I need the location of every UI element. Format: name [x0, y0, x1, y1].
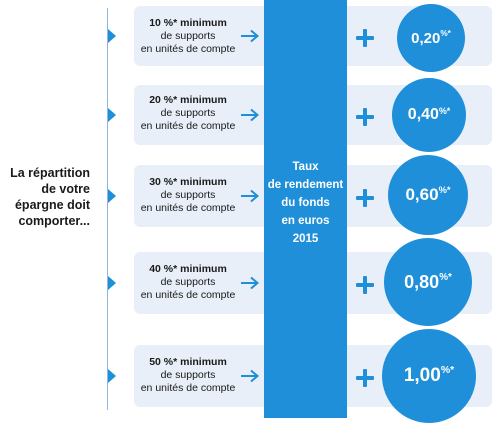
- fund-rate-line-2: de rendement: [267, 179, 344, 191]
- tier-requirement-2: 20 %* minimum de supports en unités de c…: [138, 94, 238, 133]
- plus-icon: [356, 29, 374, 47]
- bonus-suffix-4: %*: [439, 271, 452, 283]
- tier-requirement-5: 50 %* minimum de supports en unités de c…: [138, 356, 238, 395]
- bonus-circle-5: 1,00 %*: [382, 329, 476, 423]
- tier-line2-2: de supports: [160, 107, 216, 119]
- bonus-suffix-3: %*: [438, 185, 451, 196]
- bonus-circle-3: 0,60 %*: [388, 155, 468, 235]
- bonus-value-2: 0,40: [407, 106, 439, 123]
- bonus-value-4: 0,80: [404, 271, 440, 292]
- bonus-suffix-2: %*: [438, 105, 451, 116]
- plus-icon: [356, 276, 374, 294]
- intro-label: La répartition de votre épargne doit com…: [0, 165, 90, 229]
- tier-line2-3: de supports: [160, 189, 216, 201]
- plus-icon: [356, 108, 374, 126]
- fund-rate-bar: [264, 0, 347, 418]
- tier-line3-3: en unités de compte: [140, 202, 236, 214]
- intro-line-4: comporter...: [18, 214, 90, 228]
- tier-pointer-2: [108, 108, 116, 122]
- plus-icon: [356, 189, 374, 207]
- intro-line-1: La répartition: [10, 166, 90, 180]
- bonus-value-3: 0,60: [405, 185, 439, 204]
- tier-line2-1: de supports: [160, 30, 216, 42]
- fund-rate-line-1: Taux: [292, 161, 319, 173]
- plus-icon: [356, 369, 374, 387]
- fund-rate-line-4: en euros: [281, 215, 330, 227]
- tier-requirement-3: 30 %* minimum de supports en unités de c…: [138, 176, 238, 215]
- tier-pointer-1: [108, 29, 116, 43]
- intro-line-2: de votre: [41, 182, 90, 196]
- fund-rate-label: Taux de rendement du fonds en euros 2015: [264, 158, 347, 248]
- arrow-right-icon: [241, 108, 260, 122]
- arrow-right-icon: [241, 189, 260, 203]
- bonus-circle-1: 0,20 %*: [397, 4, 465, 72]
- intro-line-3: épargne doit: [14, 198, 90, 212]
- bonus-suffix-1: %*: [440, 29, 451, 39]
- arrow-right-icon: [241, 29, 260, 43]
- fund-rate-line-5: 2015: [292, 233, 319, 245]
- tier-requirement-1: 10 %* minimum de supports en unités de c…: [138, 17, 238, 56]
- tier-percent-4: 40 %* minimum: [149, 263, 227, 275]
- tier-requirement-4: 40 %* minimum de supports en unités de c…: [138, 263, 238, 302]
- tier-percent-3: 30 %* minimum: [149, 176, 227, 188]
- tier-line3-1: en unités de compte: [140, 43, 236, 55]
- tier-line2-5: de supports: [160, 369, 216, 381]
- tier-line3-4: en unités de compte: [140, 289, 236, 301]
- tier-percent-2: 20 %* minimum: [149, 94, 227, 106]
- bonus-value-1: 0,20: [411, 29, 441, 47]
- arrow-right-icon: [241, 369, 260, 383]
- tier-pointer-5: [108, 369, 116, 383]
- fund-rate-line-3: du fonds: [281, 197, 330, 209]
- bonus-circle-2: 0,40 %*: [392, 78, 466, 152]
- bonus-value-5: 1,00: [403, 365, 441, 386]
- tier-pointer-3: [108, 189, 116, 203]
- tier-percent-5: 50 %* minimum: [149, 356, 227, 368]
- bonus-suffix-5: %*: [440, 365, 455, 377]
- bonus-circle-4: 0,80 %*: [384, 238, 472, 326]
- arrow-right-icon: [241, 276, 260, 290]
- tier-line2-4: de supports: [160, 276, 216, 288]
- tier-percent-1: 10 %* minimum: [149, 17, 227, 29]
- bracket-line: [107, 8, 108, 410]
- tier-pointer-4: [108, 276, 116, 290]
- tier-line3-2: en unités de compte: [140, 120, 236, 132]
- tier-line3-5: en unités de compte: [140, 382, 236, 394]
